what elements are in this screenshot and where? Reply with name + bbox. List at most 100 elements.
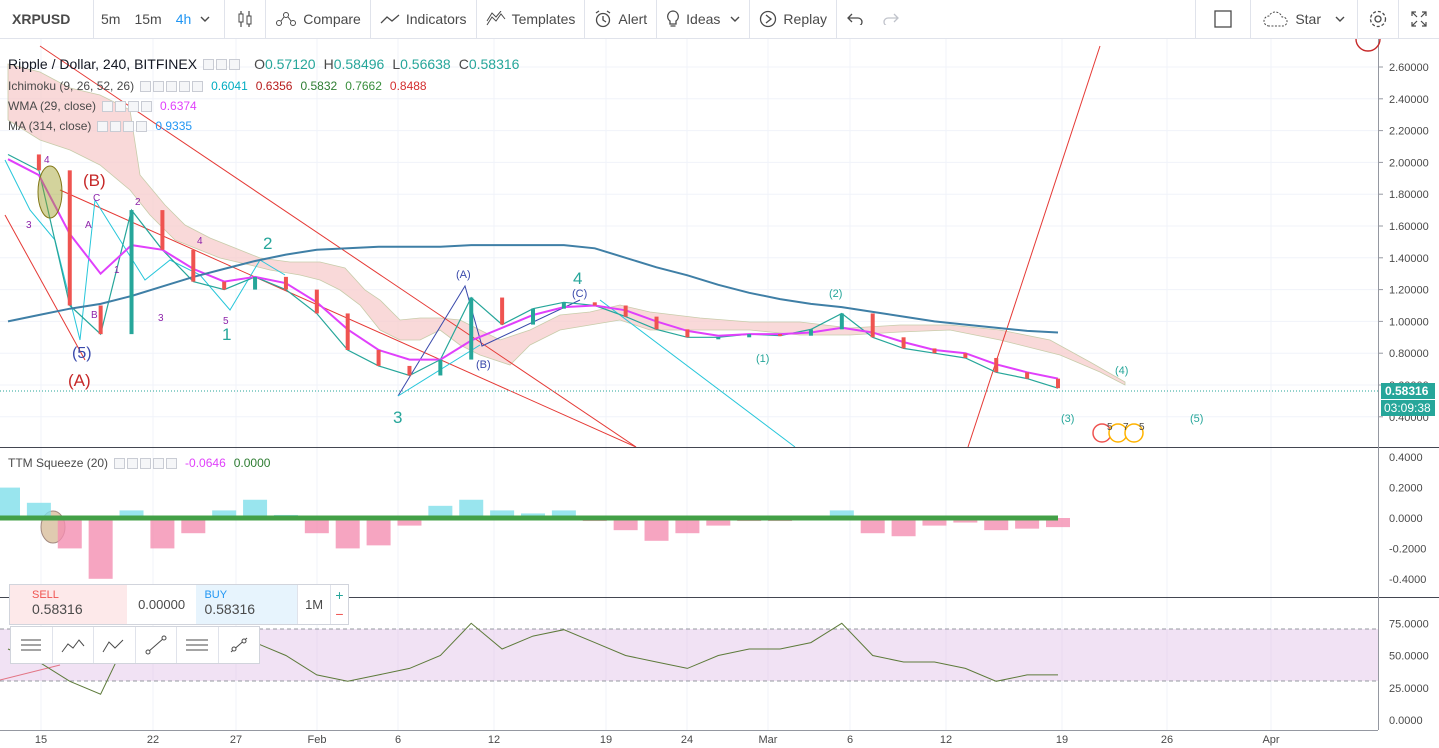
templates-button[interactable]: Templates	[477, 0, 586, 39]
ttm-bar	[428, 505, 453, 518]
wave-label-4-paren: (4)	[1115, 365, 1128, 377]
wave-label-blue-A: (A)	[456, 269, 471, 281]
wave-label-minor-3: 3	[26, 220, 32, 231]
wma-legend: WMA (29, close) 0.6374	[8, 99, 205, 113]
rsi-axis[interactable]: 75.0000 50.0000 25.0000 0.0000	[1389, 618, 1429, 727]
ichimoku-value: 0.5832	[300, 79, 338, 93]
candle	[36, 154, 41, 171]
price-tick-label: 2.20000	[1389, 126, 1429, 138]
ichimoku-value: 0.6356	[255, 79, 293, 93]
economic-events[interactable]: 5 7 5	[1092, 422, 1145, 443]
legend-buttons[interactable]	[97, 120, 149, 132]
sell-button[interactable]: SELL 0.58316	[10, 585, 127, 624]
fullscreen-button[interactable]	[1399, 0, 1439, 39]
indicators-button[interactable]: Indicators	[371, 0, 477, 39]
sell-label: SELL	[32, 589, 59, 601]
candle	[191, 249, 196, 282]
chart-type-button[interactable]	[225, 0, 267, 39]
wave-label-minor-5: 5	[223, 316, 229, 327]
price-tick-label: 2.40000	[1389, 94, 1429, 106]
undo-button[interactable]	[837, 0, 873, 39]
replay-button[interactable]: Replay	[750, 0, 838, 39]
sell-price: 0.58316	[32, 601, 83, 617]
candle	[283, 276, 288, 290]
price-tick-label: 1.20000	[1389, 285, 1429, 297]
fullscreen-layout-button[interactable]	[1195, 0, 1252, 39]
save-cloud-button[interactable]: Star	[1251, 0, 1358, 39]
ohlc-close: 0.58316	[468, 56, 520, 72]
event-flag-icon[interactable]	[1124, 423, 1144, 443]
time-tick-label: 15	[35, 734, 47, 746]
elliott-wave-icon	[61, 639, 85, 653]
quantity-field[interactable]: 1M	[297, 585, 330, 624]
ohlc-o-label: O	[254, 56, 265, 72]
ichimoku-value: 0.8488	[389, 79, 427, 93]
wave-label-2-paren: (2)	[829, 288, 842, 300]
redo-button[interactable]	[873, 0, 909, 39]
ohlc-c-label: C	[458, 56, 469, 72]
tool-elliott-impulse-button[interactable]	[53, 627, 94, 663]
ideas-button[interactable]: Ideas	[657, 0, 751, 39]
event-count: 5	[1107, 422, 1113, 433]
ohlc-high: 0.58496	[333, 56, 385, 72]
compare-button[interactable]: Compare	[266, 0, 371, 39]
decrease-qty-button[interactable]: −	[335, 606, 344, 623]
candle	[160, 210, 165, 250]
interval-5m-button[interactable]: 5m	[101, 11, 121, 27]
menu-lines-icon	[21, 639, 42, 651]
legend-buttons[interactable]	[140, 80, 205, 92]
ttm-axis[interactable]: 0.4000 0.2000 0.0000 -0.2000 -0.4000	[1389, 452, 1426, 586]
alert-marker-icon[interactable]	[1355, 39, 1381, 52]
candle	[67, 170, 72, 306]
legend-buttons[interactable]	[102, 100, 154, 112]
candle	[623, 305, 628, 317]
indicators-label: Indicators	[405, 11, 467, 27]
ohlc-l-label: L	[392, 56, 401, 72]
wave-label-minor-A: A	[85, 220, 92, 231]
tool-trendline-button[interactable]	[136, 627, 177, 663]
settings-button[interactable]	[1358, 0, 1399, 39]
candle	[345, 313, 350, 351]
price-tick-label: 1.80000	[1389, 189, 1429, 201]
interval-15m-button[interactable]: 15m	[134, 11, 162, 27]
candle	[253, 276, 258, 290]
ttm-squeeze-histogram	[0, 487, 1070, 579]
ichimoku-label: Ichimoku (9, 26, 52, 26)	[8, 79, 135, 93]
ttm-bar	[613, 518, 638, 531]
interval-dropdown[interactable]	[198, 0, 226, 39]
symbol-search-button[interactable]: XRPUSD	[0, 0, 94, 39]
main-legend: Ripple / Dollar, 240, BITFINEX O 0.57120…	[8, 56, 527, 72]
wave-label-5-blue: (5)	[72, 345, 92, 362]
buy-button[interactable]: BUY 0.58316	[196, 585, 298, 624]
legend-buttons[interactable]	[203, 58, 242, 70]
time-axis[interactable]: 15 22 27 Feb 6 12 19 24 Mar 6 12 19 26 Apr	[35, 734, 1280, 746]
rsi-tick-label: 50.0000	[1389, 651, 1429, 663]
trendline-icon	[145, 635, 167, 655]
time-tick-label: 19	[1056, 734, 1068, 746]
price-axis[interactable]: 2.60000 2.40000 2.20000 2.00000 1.80000 1.600…	[1378, 62, 1429, 424]
interval-4h-button[interactable]: 4h	[175, 11, 192, 27]
indicators-icon	[380, 14, 400, 24]
candle	[592, 302, 597, 306]
countdown-badge	[1381, 400, 1435, 416]
tool-ray-button[interactable]	[219, 627, 260, 663]
alert-button[interactable]: Alert	[585, 0, 658, 39]
candle	[129, 210, 134, 335]
candle	[716, 337, 721, 340]
candle	[222, 281, 227, 290]
candle	[901, 337, 906, 349]
drawing-tools-panel	[10, 626, 260, 664]
square-icon	[1214, 10, 1232, 28]
increase-qty-button[interactable]: +	[335, 586, 344, 603]
tool-menu-button[interactable]	[11, 627, 53, 663]
ttm-bar	[26, 502, 51, 518]
candle	[469, 297, 474, 360]
ttm-bar	[644, 518, 669, 541]
replay-icon	[760, 10, 777, 28]
tool-fib-button[interactable]	[177, 627, 219, 663]
candle	[500, 297, 505, 325]
tool-elliott-correction-button[interactable]	[94, 627, 136, 663]
legend-buttons[interactable]	[114, 457, 179, 469]
undo-icon	[847, 13, 863, 25]
time-tick-label: 6	[847, 734, 853, 746]
